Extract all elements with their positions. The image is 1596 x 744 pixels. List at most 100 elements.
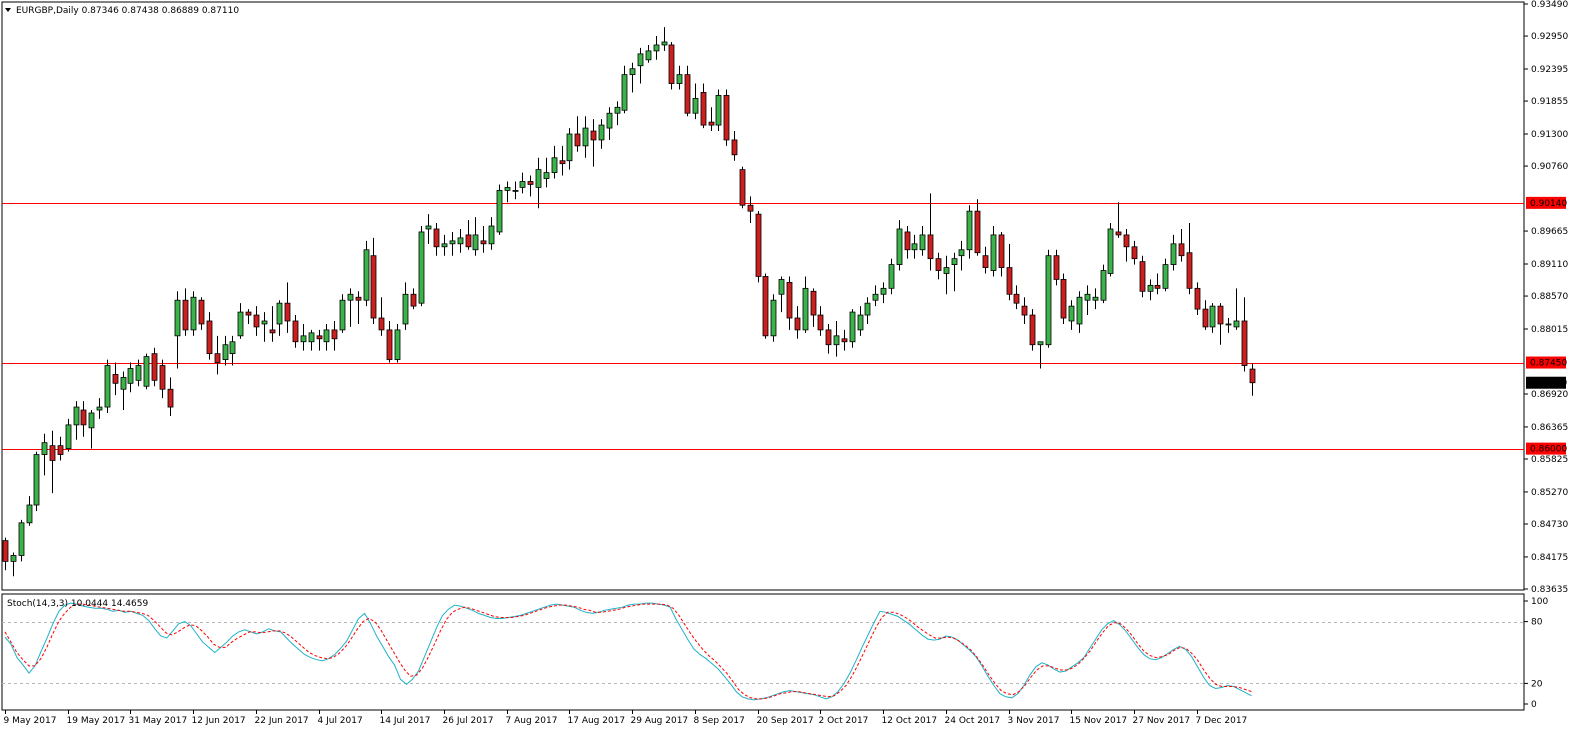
symbol-header: EURGBP,Daily 0.87346 0.87438 0.86889 0.8… [16,6,239,16]
bear-candle [747,204,754,212]
bull-candle [472,234,479,251]
bull-candle [543,172,550,179]
bear-candle [167,388,174,408]
time-tick-label: 24 Oct 2017 [945,716,1001,726]
stochastic-tick-label: 0 [1531,700,1537,710]
price-axis: 0.93490 0.92950 0.92395 0.91855 0.91300 0.907… [1524,0,1568,595]
bear-candle [80,409,87,426]
bear-candle [1029,314,1036,346]
bull-candle [958,249,965,257]
bull-candle [653,44,660,52]
bull-candle [802,287,809,331]
bear-candle [206,320,213,355]
bear-candle [739,169,746,206]
bull-candle [418,231,425,304]
stochastic-pane: 100 80 20 0 [1,593,1548,711]
bear-candle [316,335,323,340]
current-price-tag [1526,376,1566,389]
stochastic-levels [2,622,1524,684]
bull-candle [943,267,950,274]
bull-candle [715,95,722,126]
bull-candle [1092,296,1099,301]
bear-candle [982,255,989,268]
time-tick-label: 8 Sep 2017 [694,716,745,726]
bull-candle [864,302,871,316]
stochastic-tick-label: 80 [1531,618,1543,628]
price-tick-label: 0.85825 [1531,455,1568,465]
bull-candle [41,442,48,455]
bull-candle [1037,341,1044,346]
stochastic-axis: 100 80 20 0 [1524,597,1548,710]
price-pane: 0.93490 0.92950 0.92395 0.91855 0.91300 0.907… [1,0,1568,595]
time-tick-label: 12 Oct 2017 [882,716,938,726]
price-tick-label: 0.90760 [1531,162,1568,172]
level-price-tag [1526,356,1566,369]
bull-candle [1233,320,1240,328]
bull-candle [323,329,330,343]
time-tick-label: 20 Sep 2017 [757,716,814,726]
time-tick-label: 9 May 2017 [4,716,57,726]
bull-candle [1045,255,1052,346]
level-price-tag [1526,442,1566,455]
price-tick-label: 0.91855 [1531,97,1568,107]
bull-candle [127,368,134,384]
current-price-tag-label: 0.87110 [1530,379,1567,389]
bull-candle [394,329,401,360]
time-tick-label: 22 Jun 2017 [255,716,309,726]
bear-candle [723,95,730,141]
bull-candle [637,53,644,67]
bull-candle [951,258,958,265]
bear-candle [527,181,534,185]
time-tick-label: 29 Aug 2017 [631,716,689,726]
bull-candle [73,406,80,426]
bear-candle [927,234,934,260]
bull-candle [778,279,785,295]
candles [2,27,1256,577]
bear-candle [253,314,260,328]
price-tick-label: 0.86920 [1531,390,1568,400]
bear-candle [794,317,801,331]
bull-candle [770,299,777,337]
time-tick-label: 2 Oct 2017 [819,716,869,726]
time-tick-label: 15 Nov 2017 [1070,716,1128,726]
bear-candle [49,445,56,461]
bull-candle [449,240,456,245]
bull-candle [488,225,495,245]
bull-candle [222,344,229,360]
bear-candle [1021,305,1028,316]
bull-candle [880,287,887,295]
stochastic-main-line [4,602,1252,701]
bull-candle [504,187,511,191]
bull-candle [692,97,699,114]
bear-candle [998,234,1005,268]
bear-candle [1241,320,1248,366]
time-tick-label: 26 Jul 2017 [443,716,494,726]
bull-candle [65,424,72,450]
bull-candle [347,293,354,301]
bear-candle [574,133,581,147]
symbol-dropdown-icon[interactable] [5,8,11,12]
indicator-label: Stoch(14,3,3) 10.0444 14.4659 [7,599,148,609]
bull-candle [237,311,244,337]
bear-candle [1154,284,1161,289]
bull-candle [535,169,542,188]
bear-candle [762,276,769,337]
bull-candle [1162,264,1169,289]
time-tick-label: 3 Nov 2017 [1008,716,1060,726]
bull-candle [229,341,236,355]
bear-candle [284,302,291,322]
bull-candle [551,157,558,173]
bull-candle [1084,293,1091,301]
bull-candle [1225,323,1232,326]
bull-candle [104,365,111,408]
bear-candle [1060,279,1067,319]
price-tick-label: 0.92950 [1531,32,1568,42]
bear-candle [755,213,762,277]
bear-candle [182,299,189,331]
bull-candle [629,68,636,76]
bull-candle [190,296,197,331]
bull-candle [135,365,142,381]
time-tick-label: 7 Aug 2017 [506,716,558,726]
bear-candle [159,365,166,390]
bear-candle [292,320,299,343]
